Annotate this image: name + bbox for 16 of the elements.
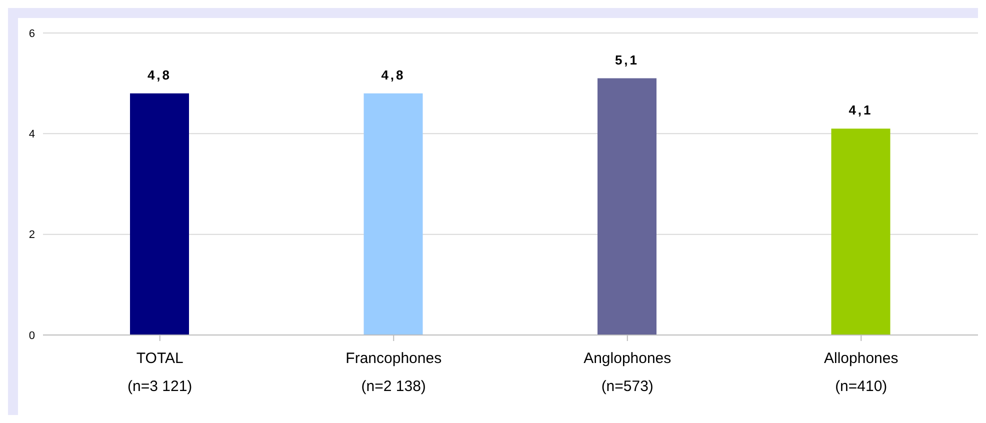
x-tick-label: Anglophones (n=573) <box>584 350 672 395</box>
x-tick-label: Allophones (n=410) <box>824 350 898 395</box>
data-label: 4,8 <box>147 67 172 82</box>
x-tick-label: TOTAL (n=3 121) <box>128 350 192 395</box>
x-tick-label: Francophones (n=2 138) <box>346 350 442 395</box>
data-label: 4,1 <box>848 102 873 118</box>
bar <box>831 128 890 335</box>
bar <box>130 93 189 335</box>
bar <box>598 78 656 335</box>
bar <box>364 93 423 335</box>
y-tick-label: 2 <box>28 229 35 242</box>
y-tick-label: 4 <box>28 128 35 141</box>
y-tick-label: 0 <box>28 330 35 342</box>
y-tick-label: 6 <box>28 28 35 40</box>
data-label: 5,1 <box>614 52 640 68</box>
data-label: 4,8 <box>381 67 406 82</box>
